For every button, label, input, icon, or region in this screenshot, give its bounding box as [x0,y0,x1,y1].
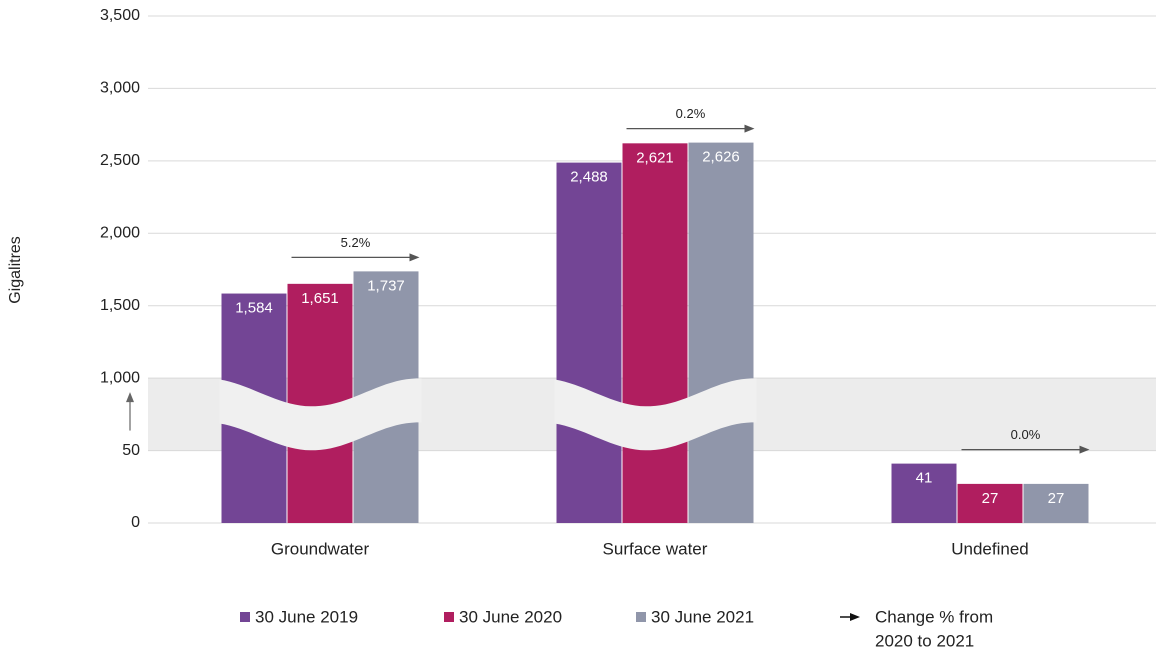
legend-label: Change % from [875,607,993,626]
axis-break-wave [219,378,422,451]
legend-label: 30 June 2021 [651,607,754,626]
x-tick-label: Surface water [603,539,708,558]
value-label: 2,488 [570,169,608,186]
change-arrow-head [744,124,755,133]
change-annotation: 5.2% [341,235,371,250]
value-label: 1,737 [367,277,405,294]
bar [688,142,754,523]
value-label: 2,626 [702,149,740,166]
value-label: 1,651 [301,290,339,307]
x-tick-label: Undefined [951,539,1029,558]
value-label: 2,621 [636,149,674,166]
change-arrow-head [1079,445,1090,454]
bar [957,483,1023,523]
y-tick-label: 2,000 [100,225,140,242]
bar [1023,483,1089,523]
value-label: 27 [1048,490,1065,507]
change-annotation: 0.0% [1011,427,1041,442]
y-tick-label: 3,000 [100,80,140,97]
legend-label: 2020 to 2021 [875,631,974,650]
value-label: 41 [916,470,933,487]
y-tick-label: 3,500 [100,7,140,24]
legend-label: 30 June 2020 [459,607,562,626]
y-tick-label: 50 [122,442,140,459]
legend-swatch [636,612,646,622]
y-tick-label: 2,500 [100,152,140,169]
value-label: 1,584 [235,300,273,317]
legend-swatch [240,612,250,622]
bar [891,463,957,523]
y-tick-label: 1,500 [100,297,140,314]
bar [622,143,688,524]
y-tick-label: 1,000 [100,369,140,386]
legend-swatch [444,612,454,622]
x-tick-label: Groundwater [271,539,370,558]
legend-label: 30 June 2019 [255,607,358,626]
bar [556,162,622,523]
y-tick-label: 0 [131,514,140,531]
axis-break-wave [554,378,757,451]
value-label: 27 [982,490,999,507]
change-annotation: 0.2% [676,106,706,121]
y-axis-label: Gigalitres [7,236,24,304]
change-arrow-head [409,253,420,262]
legend-arrow-head [850,613,860,621]
break-arrow-head [126,392,134,403]
